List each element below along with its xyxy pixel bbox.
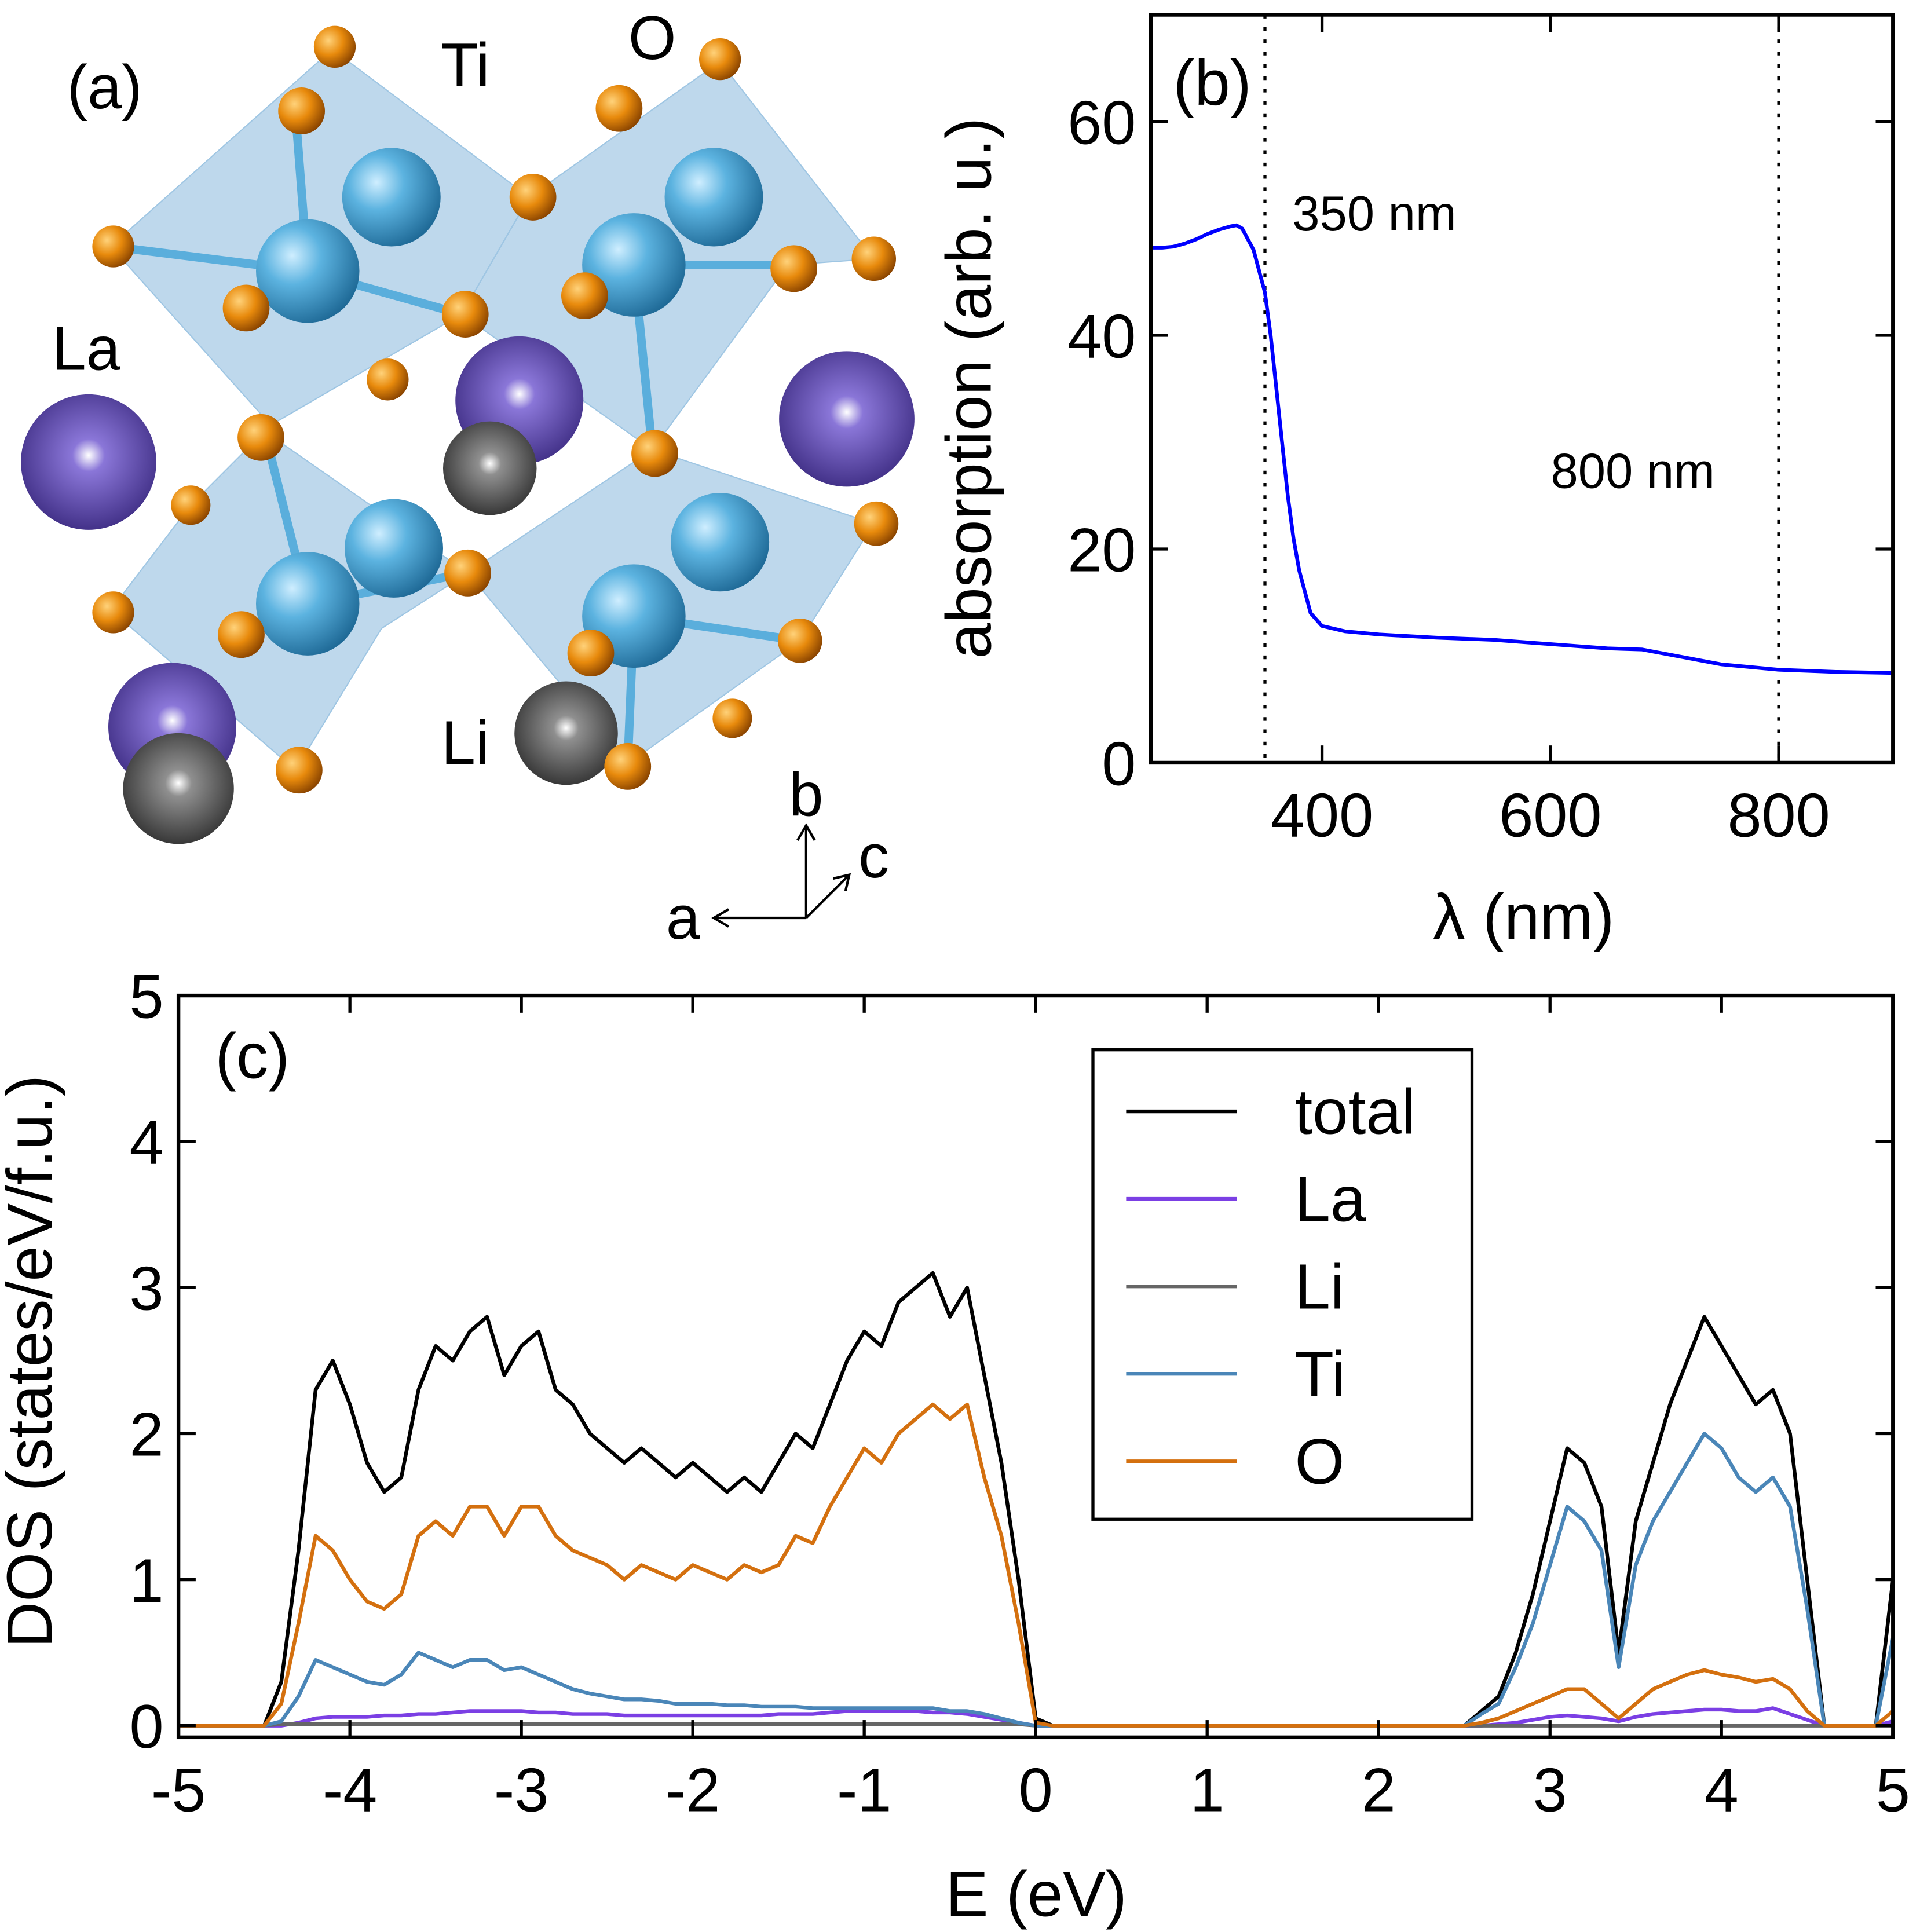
x-tick-label: -3 xyxy=(494,1755,548,1824)
arrowhead xyxy=(796,823,816,841)
crystal-structure: (a) Ti O La Li b c a xyxy=(21,3,915,952)
x-tick-label: -1 xyxy=(837,1755,891,1824)
o-atom xyxy=(699,38,741,80)
li-atom xyxy=(514,681,618,785)
x-tick-label: 1 xyxy=(1190,1755,1224,1824)
li-atom xyxy=(443,421,537,515)
ti-atom xyxy=(342,148,441,247)
data-line xyxy=(1150,223,1893,675)
o-atom xyxy=(444,549,491,597)
ti-atom xyxy=(582,213,686,317)
o-atom xyxy=(778,619,822,663)
la-atom xyxy=(779,351,915,487)
o-atom xyxy=(561,272,608,320)
x-tick-label: 400 xyxy=(1271,781,1373,850)
y-tick-label: 40 xyxy=(1067,302,1136,371)
y-tick-label: 0 xyxy=(130,1692,164,1761)
o-atom xyxy=(171,485,211,525)
legend-label: total xyxy=(1295,1076,1416,1147)
axis-letter: a xyxy=(666,883,701,952)
x-axis-label: λ (nm) xyxy=(1433,881,1614,953)
y-axis-label: absorption (arb. u.) xyxy=(934,118,1005,659)
ti-atom xyxy=(256,552,360,656)
o-atom xyxy=(851,236,896,281)
annotation: 350 nm xyxy=(1292,186,1457,241)
plot xyxy=(1150,14,1893,763)
y-tick-label: 3 xyxy=(130,1254,164,1323)
plot-frame xyxy=(1149,13,1895,765)
axis-arrow xyxy=(805,874,850,919)
panel-label: (a) xyxy=(67,53,142,122)
atom-label: La xyxy=(52,314,121,383)
data-line xyxy=(178,1432,1895,1728)
legend-label: La xyxy=(1295,1163,1366,1235)
o-atom xyxy=(631,430,678,477)
legend-label: Li xyxy=(1295,1251,1345,1322)
arrowhead xyxy=(833,873,851,891)
o-atom xyxy=(712,698,752,738)
y-tick-label: 1 xyxy=(130,1546,164,1615)
atom-label: Li xyxy=(441,708,489,777)
o-atom xyxy=(313,25,356,68)
o-atom xyxy=(92,225,134,268)
panel-label: (c) xyxy=(215,1021,290,1092)
x-tick-label: -4 xyxy=(323,1755,377,1824)
atom-label: O xyxy=(628,3,676,72)
y-tick-label: 2 xyxy=(130,1400,164,1469)
x-tick-label: 3 xyxy=(1533,1755,1567,1824)
ti-atom xyxy=(671,493,770,592)
x-tick-label: 2 xyxy=(1362,1755,1396,1824)
o-atom xyxy=(237,414,284,461)
x-tick-label: 600 xyxy=(1499,781,1601,850)
o-atom xyxy=(595,85,643,132)
axis-letter: b xyxy=(789,760,823,829)
x-tick-label: 4 xyxy=(1705,1755,1739,1824)
o-atom xyxy=(276,747,323,794)
arrowhead xyxy=(711,908,730,928)
o-atom xyxy=(367,358,409,401)
o-atom xyxy=(218,611,265,658)
x-tick-label: 800 xyxy=(1727,781,1830,850)
x-tick-label: -2 xyxy=(665,1755,720,1824)
o-atom xyxy=(278,87,325,134)
x-axis-label: E (eV) xyxy=(946,1858,1127,1930)
o-atom xyxy=(567,630,615,677)
x-tick-label: 0 xyxy=(1019,1755,1053,1824)
o-atom xyxy=(854,501,899,546)
y-tick-label: 0 xyxy=(1102,729,1136,798)
la-atom xyxy=(21,394,156,530)
panel-label: (b) xyxy=(1173,47,1252,119)
o-atom xyxy=(509,173,557,221)
plot-frame xyxy=(176,993,1895,1740)
o-atom xyxy=(604,742,652,790)
li-atom xyxy=(123,733,234,844)
data-line xyxy=(178,1271,1895,1728)
o-atom xyxy=(92,591,134,634)
y-tick-label: 5 xyxy=(130,962,164,1031)
y-tick-label: 4 xyxy=(130,1108,164,1177)
legend-label: Ti xyxy=(1295,1338,1346,1410)
o-atom xyxy=(222,284,270,332)
o-atom xyxy=(770,245,817,292)
y-tick-label: 20 xyxy=(1067,515,1136,584)
x-tick-label: -5 xyxy=(151,1755,206,1824)
annotation: 800 nm xyxy=(1551,444,1716,499)
y-tick-label: 60 xyxy=(1067,88,1136,157)
plot xyxy=(178,1271,1895,1728)
axis-letter: c xyxy=(858,822,889,891)
ti-atom xyxy=(664,148,763,247)
legend-label: O xyxy=(1295,1426,1345,1498)
ti-atom xyxy=(345,499,443,598)
o-atom xyxy=(441,291,489,338)
ti-atom xyxy=(256,219,360,323)
y-axis-label: DOS (states/eV/f.u.) xyxy=(0,1075,65,1648)
x-tick-label: 5 xyxy=(1876,1755,1910,1824)
atom-label: Ti xyxy=(441,31,490,100)
